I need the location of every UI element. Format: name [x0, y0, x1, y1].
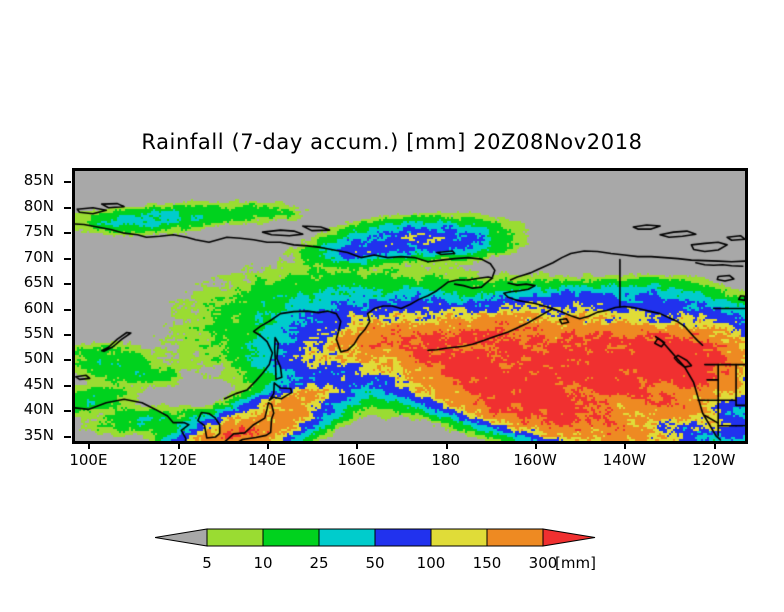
y-tick-label: 35N	[23, 425, 54, 444]
y-tick-mark	[64, 435, 71, 438]
x-tick-mark	[177, 443, 180, 449]
colorbar-tick-label: 300	[528, 554, 558, 572]
y-tick-label: 45N	[23, 374, 54, 393]
x-tick-label: 140W	[602, 451, 647, 469]
colorbar-tick-label: 5	[202, 554, 212, 572]
y-tick-label: 50N	[23, 349, 54, 368]
y-tick-mark	[64, 181, 71, 184]
y-tick-mark	[64, 308, 71, 311]
x-tick-label: 120W	[691, 451, 736, 469]
page-title: Rainfall (7-day accum.) [mm] 20Z08Nov201…	[141, 130, 643, 154]
y-tick-mark	[64, 206, 71, 209]
map-plot-frame	[72, 168, 748, 444]
y-tick-mark	[64, 334, 71, 337]
x-tick-label: 160W	[513, 451, 557, 469]
x-tick-mark	[445, 443, 448, 449]
x-tick-mark	[713, 443, 716, 449]
y-tick-label: 40N	[23, 400, 54, 419]
y-tick-mark	[64, 257, 71, 260]
x-tick-mark	[624, 443, 627, 449]
x-tick-mark	[88, 443, 91, 449]
y-tick-mark	[64, 359, 71, 362]
colorbar-swatch	[318, 528, 376, 547]
y-tick-label: 60N	[23, 298, 54, 317]
colorbar-tick-label: 100	[416, 554, 446, 572]
colorbar-tick-label: 10	[253, 554, 273, 572]
rainfall-heatmap-canvas	[75, 171, 745, 441]
x-tick-label: 180	[431, 451, 461, 469]
y-tick-label: 65N	[23, 273, 54, 292]
colorbar-tick-label: 150	[472, 554, 502, 572]
colorbar-high-arrow	[542, 528, 596, 547]
y-tick-mark	[64, 283, 71, 286]
colorbar-low-arrow	[155, 528, 208, 547]
y-axis-latitude: 85N 80N 75N 70N 65N 60N 55N 50N 45N 40N 35N	[0, 168, 71, 444]
x-tick-mark	[356, 443, 359, 449]
x-tick-label: 120E	[158, 451, 197, 469]
y-tick-label: 70N	[23, 247, 54, 266]
y-tick-mark	[64, 232, 71, 235]
y-tick-label: 55N	[23, 324, 54, 343]
colorbar-swatch	[262, 528, 320, 547]
colorbar-units-label: [mm]	[555, 554, 596, 572]
colorbar-tick-label: 25	[309, 554, 329, 572]
y-tick-label: 85N	[23, 171, 54, 190]
x-tick-label: 140E	[248, 451, 287, 469]
colorbar-swatch	[206, 528, 264, 547]
y-tick-mark	[64, 384, 71, 387]
y-tick-label: 75N	[23, 222, 54, 241]
x-axis-longitude: 100E 120E 140E 160E 180 160W 140W 120W	[69, 443, 748, 475]
y-tick-label: 80N	[23, 196, 54, 215]
x-tick-label: 100E	[69, 451, 108, 469]
colorbar-tick-label: 50	[365, 554, 385, 572]
colorbar-swatches	[155, 528, 596, 547]
x-tick-mark	[535, 443, 538, 449]
colorbar-swatch	[374, 528, 432, 547]
colorbar-legend: [mm] 5 10 25 50 100 150 300	[0, 520, 784, 580]
colorbar-swatch	[486, 528, 544, 547]
x-tick-mark	[267, 443, 270, 449]
y-tick-mark	[64, 410, 71, 413]
x-tick-label: 160E	[337, 451, 376, 469]
colorbar-swatch	[430, 528, 488, 547]
